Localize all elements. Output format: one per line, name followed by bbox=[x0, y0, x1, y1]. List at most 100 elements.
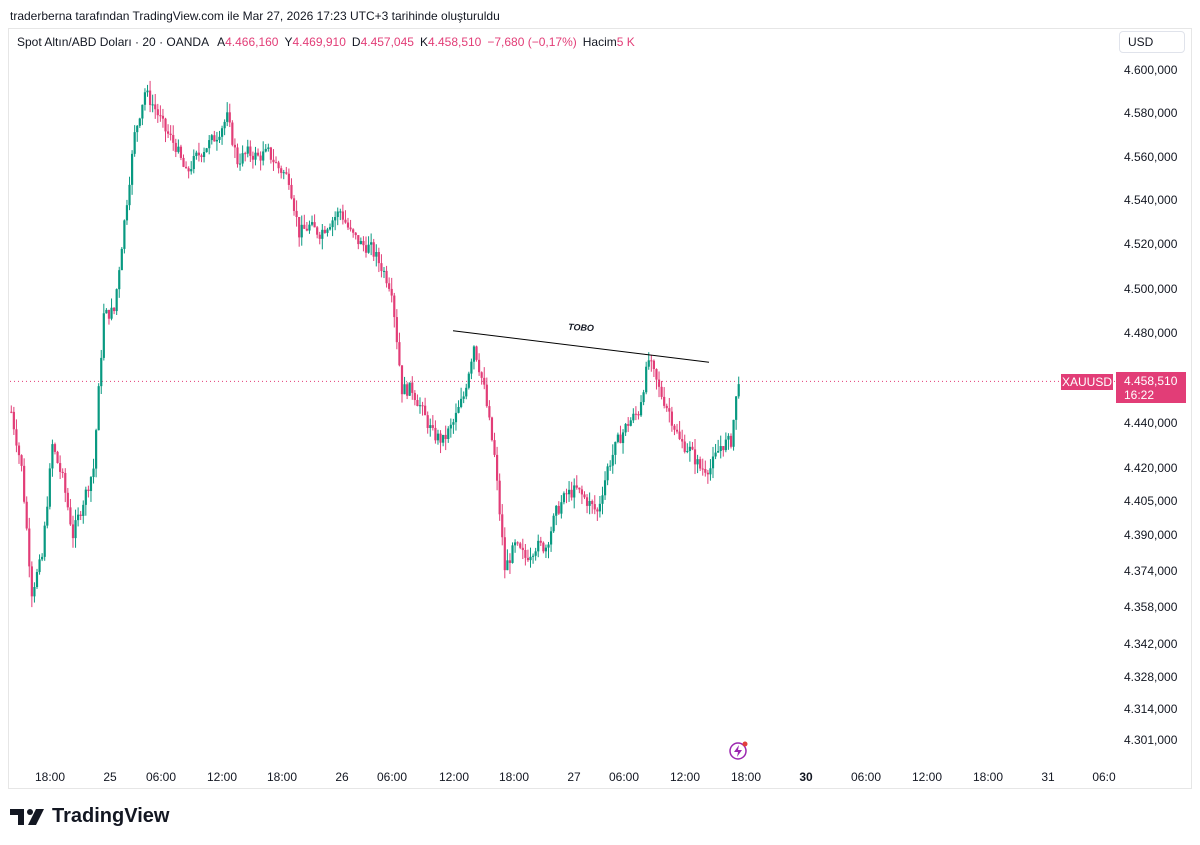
candle-body bbox=[113, 307, 116, 312]
candle-body bbox=[537, 540, 540, 552]
candle-body bbox=[411, 382, 414, 393]
bar-countdown: 16:22 bbox=[1124, 388, 1155, 402]
y-tick-label: 4.358,000 bbox=[1124, 600, 1178, 614]
candle-body bbox=[637, 413, 640, 416]
change-value: −7,680 (−0,17%) bbox=[487, 35, 577, 49]
chart-caption: traderberna tarafından TradingView.com i… bbox=[10, 9, 500, 23]
candle-body bbox=[521, 547, 524, 551]
candle-body bbox=[424, 405, 427, 416]
candle-body bbox=[305, 228, 308, 231]
candle-body bbox=[567, 489, 571, 495]
logo-text: TradingView bbox=[52, 805, 170, 827]
candle-body bbox=[172, 134, 175, 143]
candle-body bbox=[531, 555, 535, 557]
candle-body bbox=[120, 248, 123, 271]
y-tick-label: 4.560,000 bbox=[1124, 150, 1178, 164]
candle-body bbox=[244, 153, 247, 155]
candle-body bbox=[431, 425, 434, 428]
candle-body bbox=[524, 550, 527, 558]
candle-body bbox=[277, 162, 280, 169]
volume-label: Hacim bbox=[582, 35, 617, 49]
candle-body bbox=[61, 471, 64, 473]
candle-body bbox=[148, 90, 152, 105]
candle-body bbox=[226, 112, 229, 122]
candle-body bbox=[714, 452, 717, 457]
candle-body bbox=[56, 451, 59, 464]
candle-body bbox=[665, 405, 668, 409]
candle-body bbox=[573, 485, 576, 498]
candle-body bbox=[95, 430, 98, 469]
candle-body bbox=[64, 472, 67, 493]
candle-body bbox=[462, 396, 465, 399]
candle-body bbox=[233, 144, 237, 148]
candle-body bbox=[272, 159, 275, 163]
candle-body bbox=[151, 104, 154, 106]
candle-body bbox=[627, 424, 630, 426]
candle-body bbox=[493, 440, 496, 455]
candle-body bbox=[130, 153, 134, 185]
candle-body bbox=[650, 360, 653, 362]
candle-body bbox=[69, 507, 72, 525]
candle-body bbox=[583, 494, 586, 498]
candle-body bbox=[647, 360, 650, 367]
candle-body bbox=[354, 232, 357, 236]
tradingview-logo[interactable]: TradingView bbox=[10, 805, 169, 828]
candle-body bbox=[611, 454, 614, 466]
candle-body bbox=[442, 434, 445, 443]
candle-body bbox=[136, 125, 139, 133]
candle-body bbox=[346, 222, 350, 228]
candle-body bbox=[673, 425, 676, 430]
close-label: K bbox=[419, 35, 428, 49]
candle-body bbox=[43, 525, 46, 557]
candle-body bbox=[670, 411, 673, 426]
last-price-tag: 4.458,510 16:22 bbox=[1116, 372, 1186, 403]
candle-body bbox=[10, 411, 13, 413]
candle-body bbox=[629, 420, 632, 426]
last-price-value: 4.458,510 bbox=[1124, 374, 1178, 388]
candle-body bbox=[737, 384, 740, 397]
candle-body bbox=[74, 520, 77, 539]
candle-body bbox=[439, 433, 442, 443]
candle-body bbox=[596, 509, 599, 512]
candle-body bbox=[367, 244, 370, 253]
candle-body bbox=[154, 104, 157, 110]
close-value: 4.458,510 bbox=[427, 35, 482, 49]
candle-body bbox=[598, 503, 602, 512]
candle-body bbox=[143, 92, 147, 105]
y-tick-label: 4.405,000 bbox=[1124, 494, 1178, 508]
x-tick-label: 25 bbox=[103, 770, 117, 784]
x-tick-label: 18:00 bbox=[35, 770, 65, 784]
candle-body bbox=[642, 392, 645, 403]
candle-body bbox=[362, 241, 365, 246]
candle-body bbox=[92, 468, 95, 478]
candle-body bbox=[310, 222, 314, 225]
candle-body bbox=[280, 168, 283, 173]
candle-body bbox=[565, 493, 568, 495]
candle-body bbox=[20, 455, 23, 466]
candle-body bbox=[336, 211, 339, 218]
candle-body bbox=[77, 514, 80, 521]
candle-body bbox=[115, 289, 118, 312]
candle-body bbox=[359, 241, 362, 245]
lightning-bolt bbox=[734, 745, 742, 757]
candle-body bbox=[375, 252, 378, 257]
chart-frame bbox=[8, 28, 1192, 789]
candle-body bbox=[159, 115, 162, 117]
volume-value: 5 K bbox=[616, 35, 635, 49]
candle-body bbox=[465, 387, 468, 397]
candle-body bbox=[655, 369, 658, 380]
symbol-title[interactable]: Spot Altın/ABD Doları · 20 · OANDA bbox=[17, 35, 210, 49]
candle-body bbox=[426, 415, 429, 428]
candle-body bbox=[164, 118, 167, 132]
candle-body bbox=[33, 587, 36, 597]
y-tick-label: 4.374,000 bbox=[1124, 564, 1178, 578]
candle-body bbox=[82, 504, 85, 516]
candle-body bbox=[447, 428, 450, 440]
candle-body bbox=[472, 346, 476, 362]
candle-body bbox=[434, 427, 437, 441]
candle-body bbox=[421, 405, 424, 407]
currency-selector[interactable]: USD bbox=[1119, 31, 1185, 53]
candle-body bbox=[156, 109, 159, 116]
candle-body bbox=[141, 104, 144, 119]
